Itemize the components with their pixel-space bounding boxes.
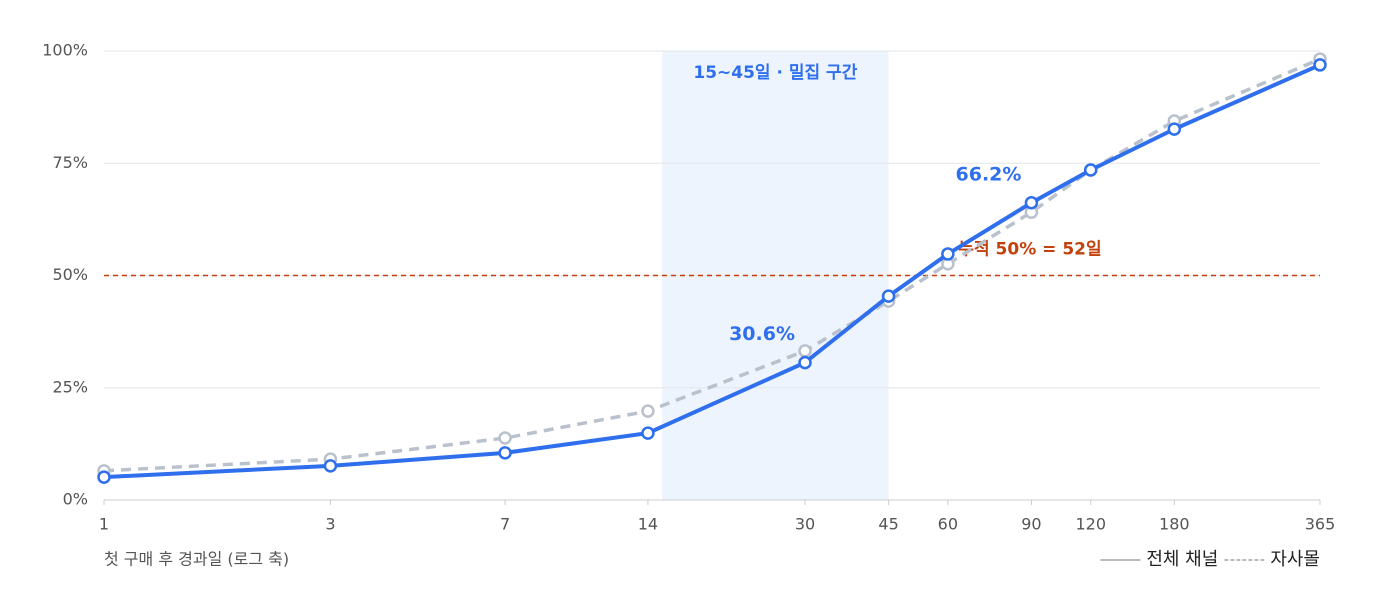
x-tick-label: 60	[938, 515, 958, 534]
point	[1313, 58, 1327, 72]
y-tick-label: 0%	[63, 490, 88, 509]
x-tick-label: 3	[325, 515, 335, 534]
point	[641, 426, 655, 440]
point	[498, 431, 512, 445]
y-tick-label: 25%	[52, 377, 88, 396]
band-label: 15~45일 · 밀집 구간	[693, 62, 857, 83]
x-tick-label: 1	[99, 515, 109, 534]
x-tick-label: 120	[1075, 515, 1106, 534]
point	[941, 247, 955, 261]
point	[881, 289, 896, 303]
y-tick-label: 100%	[42, 41, 88, 60]
point	[323, 459, 338, 473]
point	[1083, 163, 1098, 177]
point	[798, 344, 812, 358]
x-tick-label: 45	[878, 515, 898, 534]
point	[1167, 122, 1182, 136]
point	[97, 470, 111, 484]
value-label: 66.2%	[956, 163, 1022, 185]
point	[641, 404, 655, 418]
series-line	[103, 57, 1321, 473]
x-tick-label: 180	[1159, 515, 1190, 534]
point	[498, 446, 512, 460]
legend-label: 전체 채널	[1146, 549, 1218, 570]
x-tick-label: 365	[1305, 515, 1336, 534]
x-tick-label: 90	[1021, 515, 1041, 534]
y-tick-label: 75%	[52, 153, 88, 172]
value-label: 30.6%	[729, 323, 795, 345]
point	[798, 355, 812, 370]
y-tick-label: 50%	[52, 265, 88, 284]
legend-label: 자사몰	[1270, 549, 1320, 570]
x-tick-label: 7	[500, 515, 510, 534]
reference-label: 누적 50% = 52일	[958, 240, 1101, 260]
point	[1024, 196, 1039, 210]
x-tick-label: 14	[638, 515, 658, 534]
x-axis-label: 첫 구매 후 경과일 (로그 축)	[104, 550, 289, 569]
x-tick-label: 30	[795, 515, 815, 534]
